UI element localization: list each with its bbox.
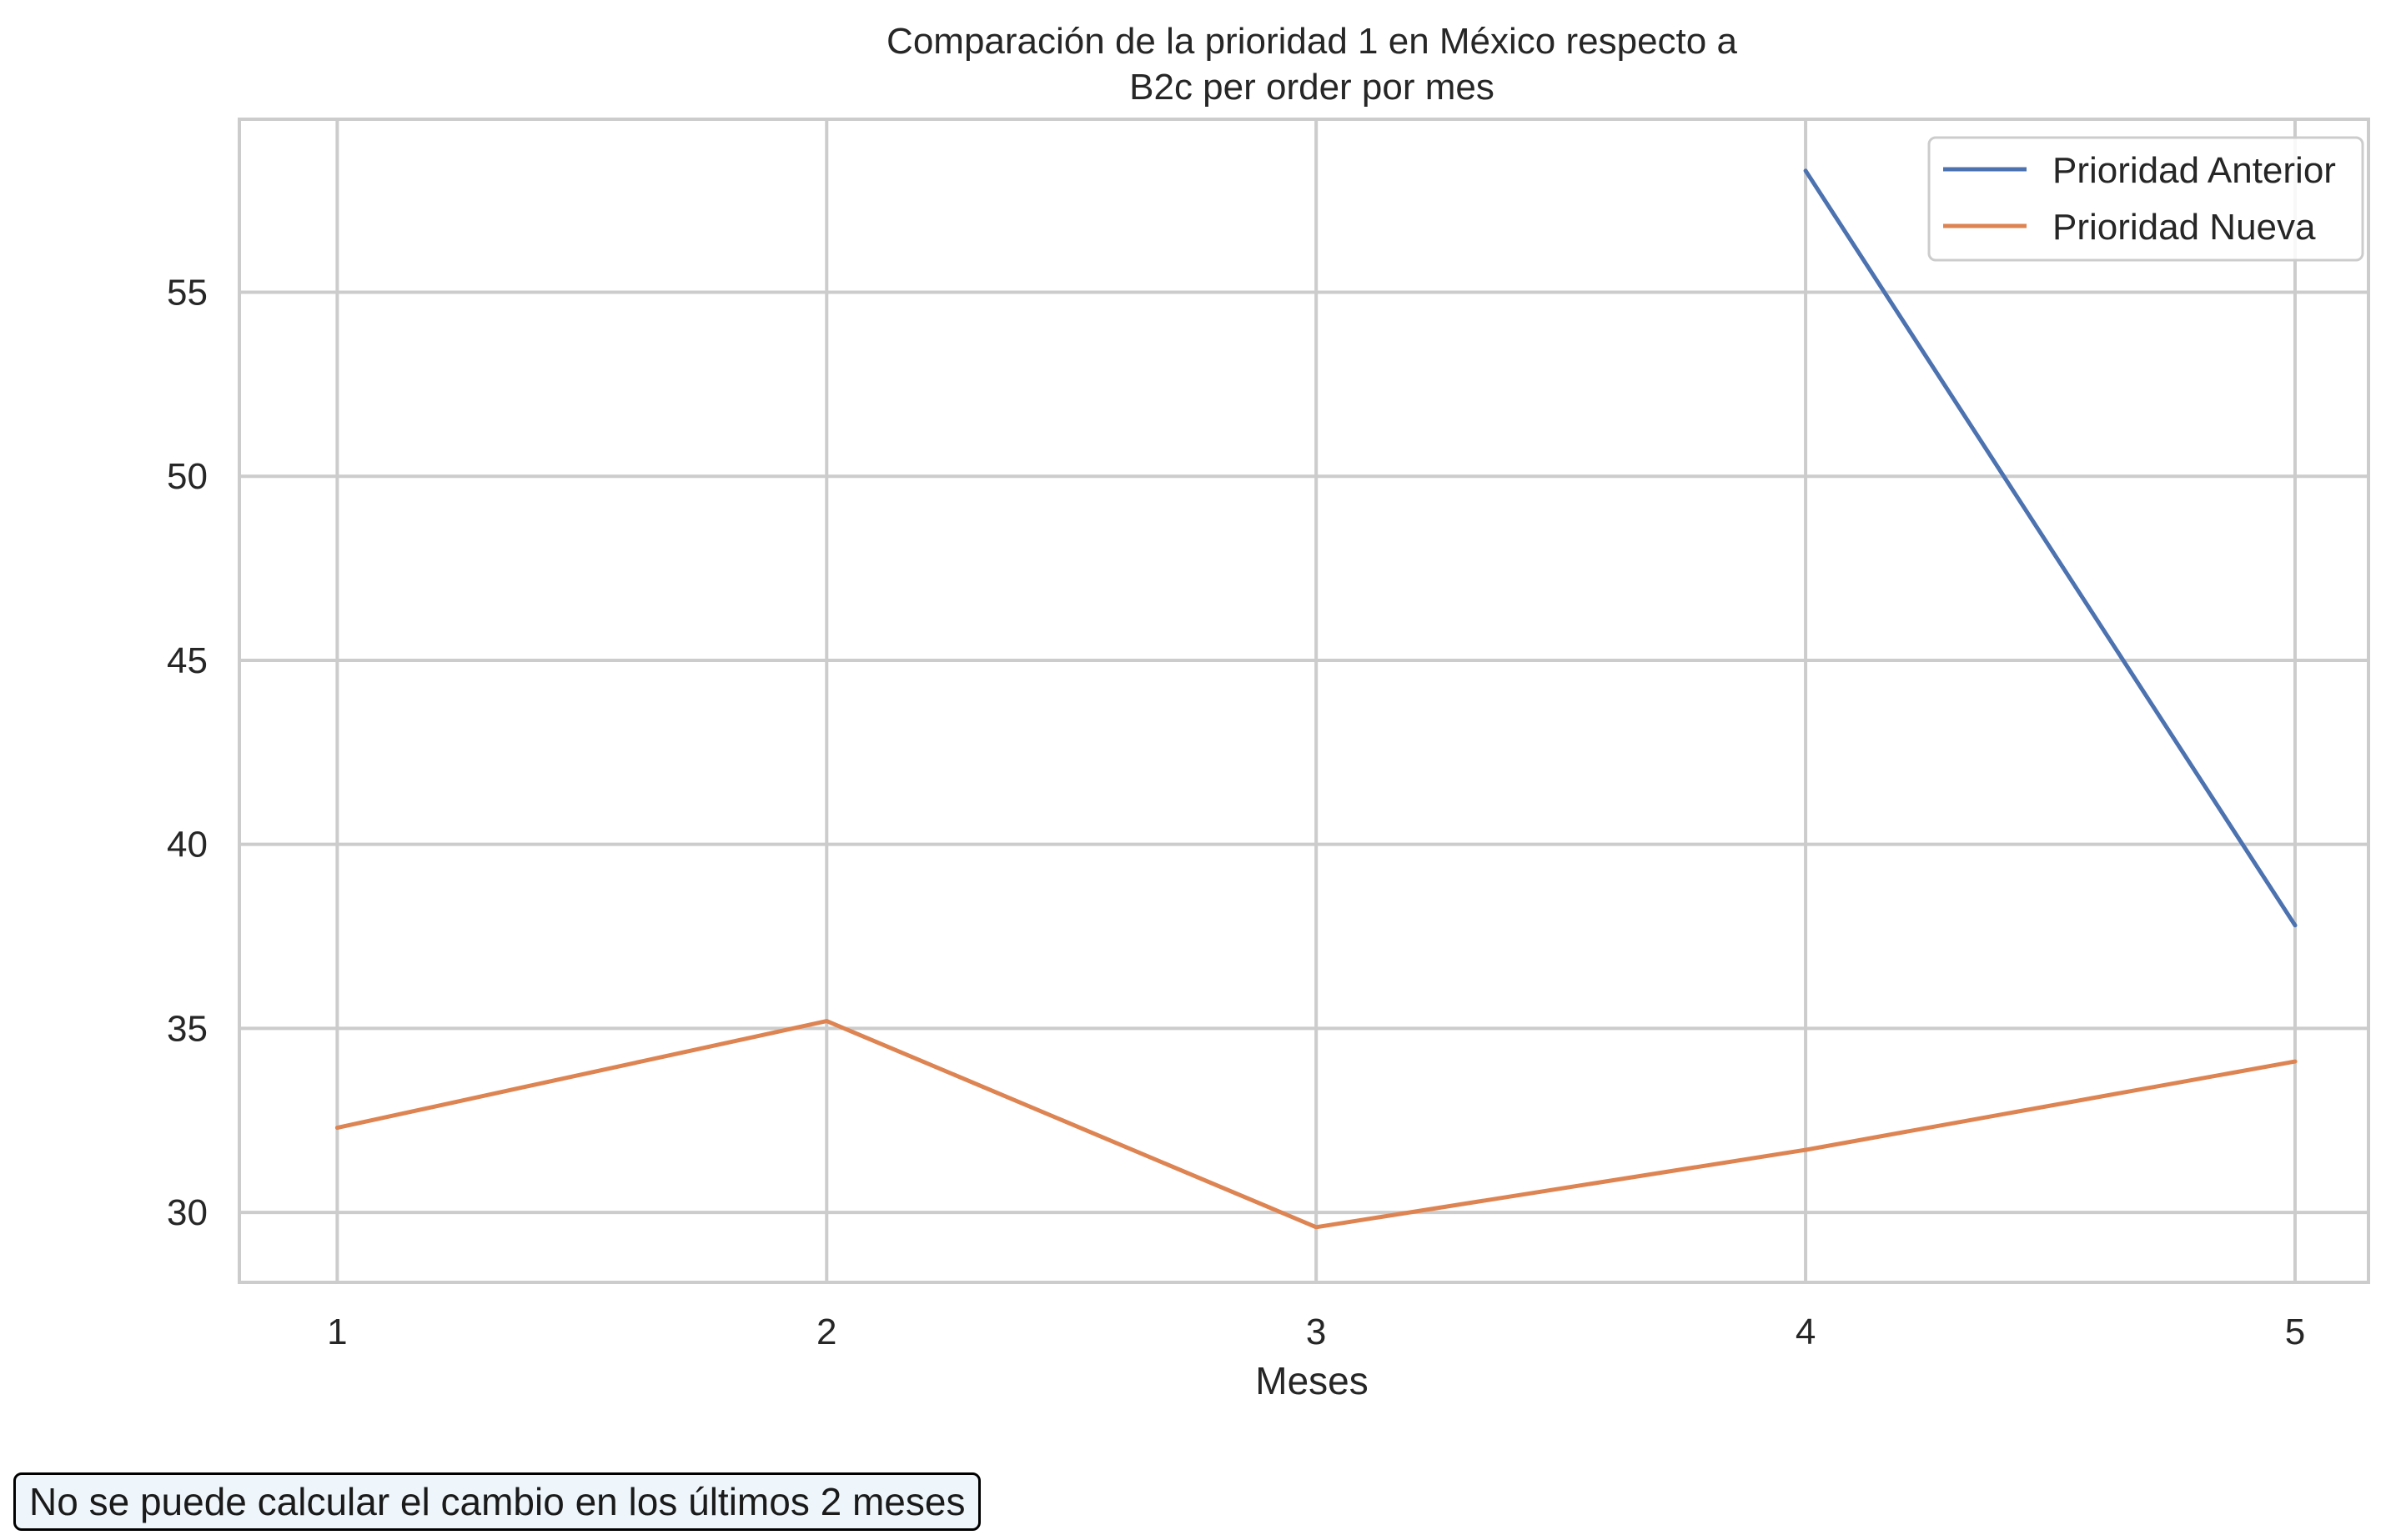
chart-title-line1: Comparación de la prioridad 1 en México …	[887, 21, 1737, 62]
y-tick-label: 55	[167, 272, 208, 313]
y-tick-label: 50	[167, 456, 208, 497]
series-line-prioridad-anterior	[1803, 168, 2298, 928]
chart-title-line2: B2c per order por mes	[1129, 67, 1494, 108]
y-tick-label: 30	[167, 1192, 208, 1233]
legend: Prioridad Anterior Prioridad Nueva	[1927, 136, 2364, 262]
x-axis-label: Meses	[1255, 1359, 1368, 1402]
y-tick-label: 35	[167, 1008, 208, 1049]
series-line-prioridad-nueva	[334, 1019, 2298, 1230]
x-tick-label: 4	[1796, 1312, 1816, 1352]
legend-box	[1927, 136, 2364, 262]
legend-label-prioridad-anterior: Prioridad Anterior	[2052, 150, 2336, 191]
legend-label-prioridad-nueva: Prioridad Nueva	[2052, 207, 2316, 248]
x-tick-label: 3	[1306, 1312, 1326, 1352]
y-tick-label: 40	[167, 825, 208, 865]
grid-lines	[239, 119, 2368, 1282]
series-lines	[334, 168, 2298, 1230]
note-text: No se puede calcular el cambio en los úl…	[29, 1480, 966, 1523]
plot-frame	[238, 118, 2370, 1284]
y-tick-label: 45	[167, 640, 208, 681]
x-tick-label: 5	[2285, 1312, 2305, 1352]
note-box: No se puede calcular el cambio en los úl…	[13, 1472, 982, 1531]
x-tick-label: 1	[327, 1312, 347, 1352]
x-tick-label: 2	[816, 1312, 836, 1352]
